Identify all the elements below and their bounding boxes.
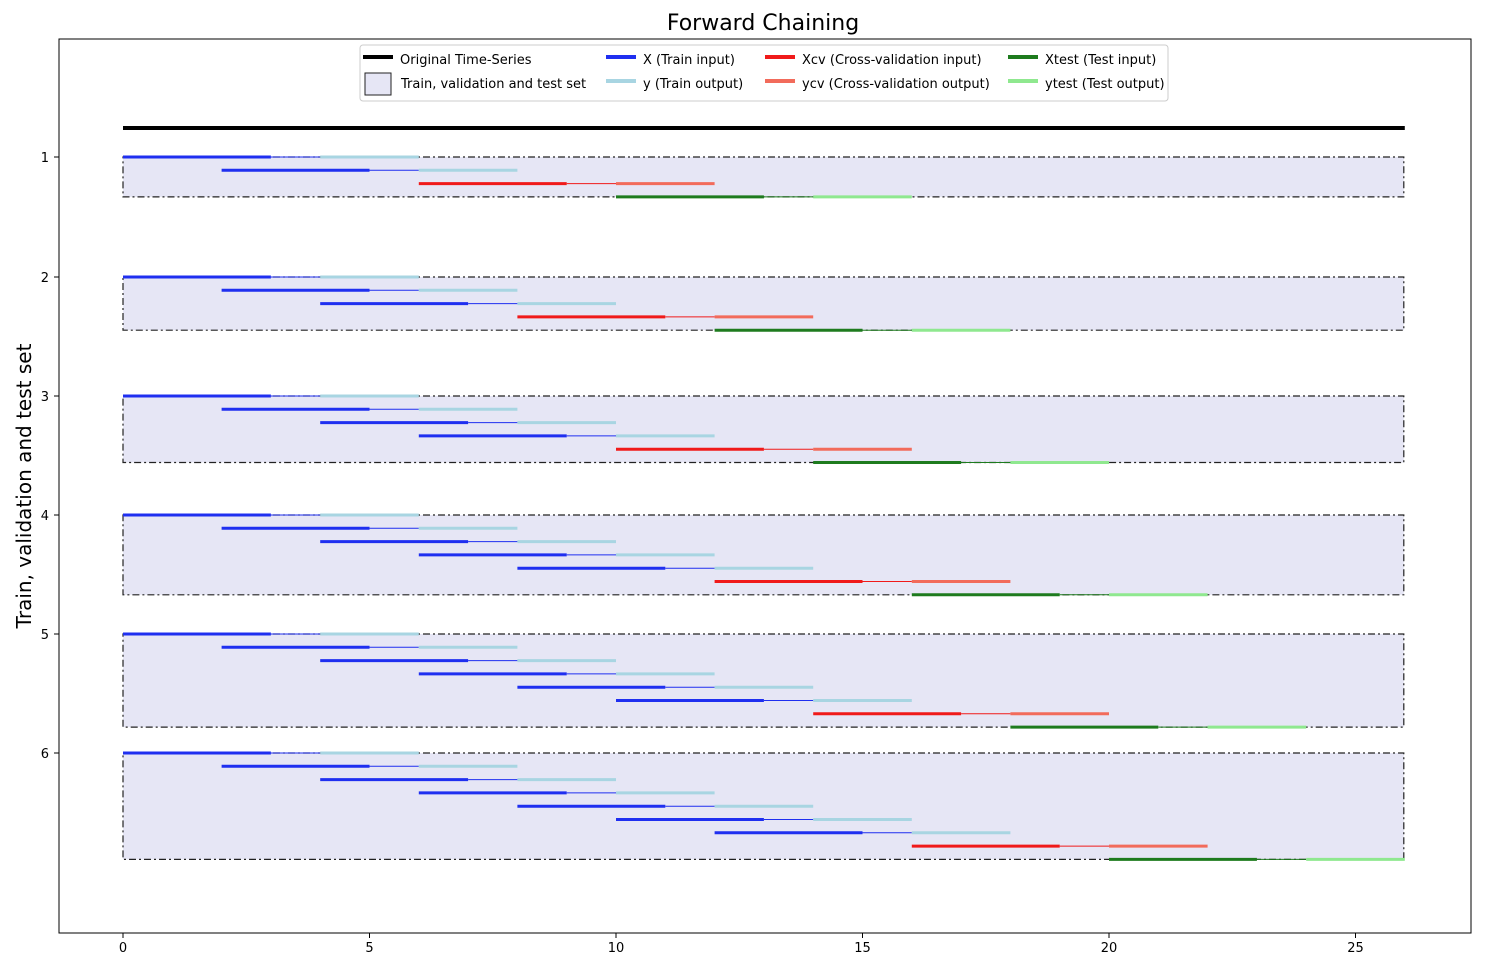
legend-label: ycv (Cross-validation output): [802, 77, 990, 92]
x-tick-label: 5: [365, 941, 373, 956]
legend-frame: [359, 44, 1169, 102]
y-axis-label: Train, validation and test set: [12, 343, 36, 629]
set-box: [122, 276, 1405, 331]
legend-item-x-train: X (Train input): [606, 53, 735, 68]
set-2: [122, 275, 1405, 332]
legend-label: Xcv (Cross-validation input): [802, 53, 982, 68]
y-tick-label: 2: [41, 271, 49, 286]
legend-label: Original Time-Series: [400, 53, 532, 68]
legend-item-set-box: Train, validation and test set: [364, 72, 586, 96]
set-1: [122, 155, 1405, 199]
legend: Original Time-Series X (Train input) Xcv (…: [359, 44, 1169, 102]
x-tick-label: 25: [1347, 941, 1364, 956]
y-tick-label: 6: [41, 747, 49, 762]
x-tick-label: 20: [1101, 941, 1118, 956]
set-6: [122, 751, 1405, 861]
legend-label: Xtest (Test input): [1045, 53, 1156, 68]
y-tick-label: 5: [41, 628, 49, 643]
set-4: [122, 513, 1405, 597]
legend-item-x-cv: Xcv (Cross-validation input): [765, 53, 982, 68]
legend-item-original: Original Time-Series: [363, 53, 532, 68]
legend-label: X (Train input): [643, 53, 735, 68]
x-tick-label: 10: [608, 941, 625, 956]
plot-area-frame: [58, 38, 1472, 934]
y-tick-label: 1: [41, 151, 49, 166]
legend-label: y (Train output): [643, 77, 743, 92]
legend-item-y-cv: ycv (Cross-validation output): [765, 77, 990, 92]
chart-title: Forward Chaining: [667, 11, 859, 36]
legend-item-y-train: y (Train output): [606, 77, 743, 92]
axis-layer: 0 5 10 15 20 25 1 2 3 4 5 6: [41, 151, 1364, 956]
legend-label: Train, validation and test set: [400, 77, 586, 92]
set-box: [122, 156, 1405, 198]
x-tick-label: 0: [119, 941, 127, 956]
x-tick-label: 15: [854, 941, 871, 956]
legend-item-x-test: Xtest (Test input): [1008, 53, 1156, 68]
legend-swatch: [364, 72, 392, 96]
set-box: [122, 633, 1405, 728]
y-tick-label: 3: [41, 390, 49, 405]
legend-label: ytest (Test output): [1045, 77, 1165, 92]
set-box: [122, 395, 1405, 464]
set-5: [122, 632, 1405, 729]
set-3: [122, 394, 1405, 464]
legend-item-y-test: ytest (Test output): [1008, 77, 1165, 92]
y-tick-label: 4: [41, 509, 49, 524]
sets-layer: [122, 155, 1405, 861]
